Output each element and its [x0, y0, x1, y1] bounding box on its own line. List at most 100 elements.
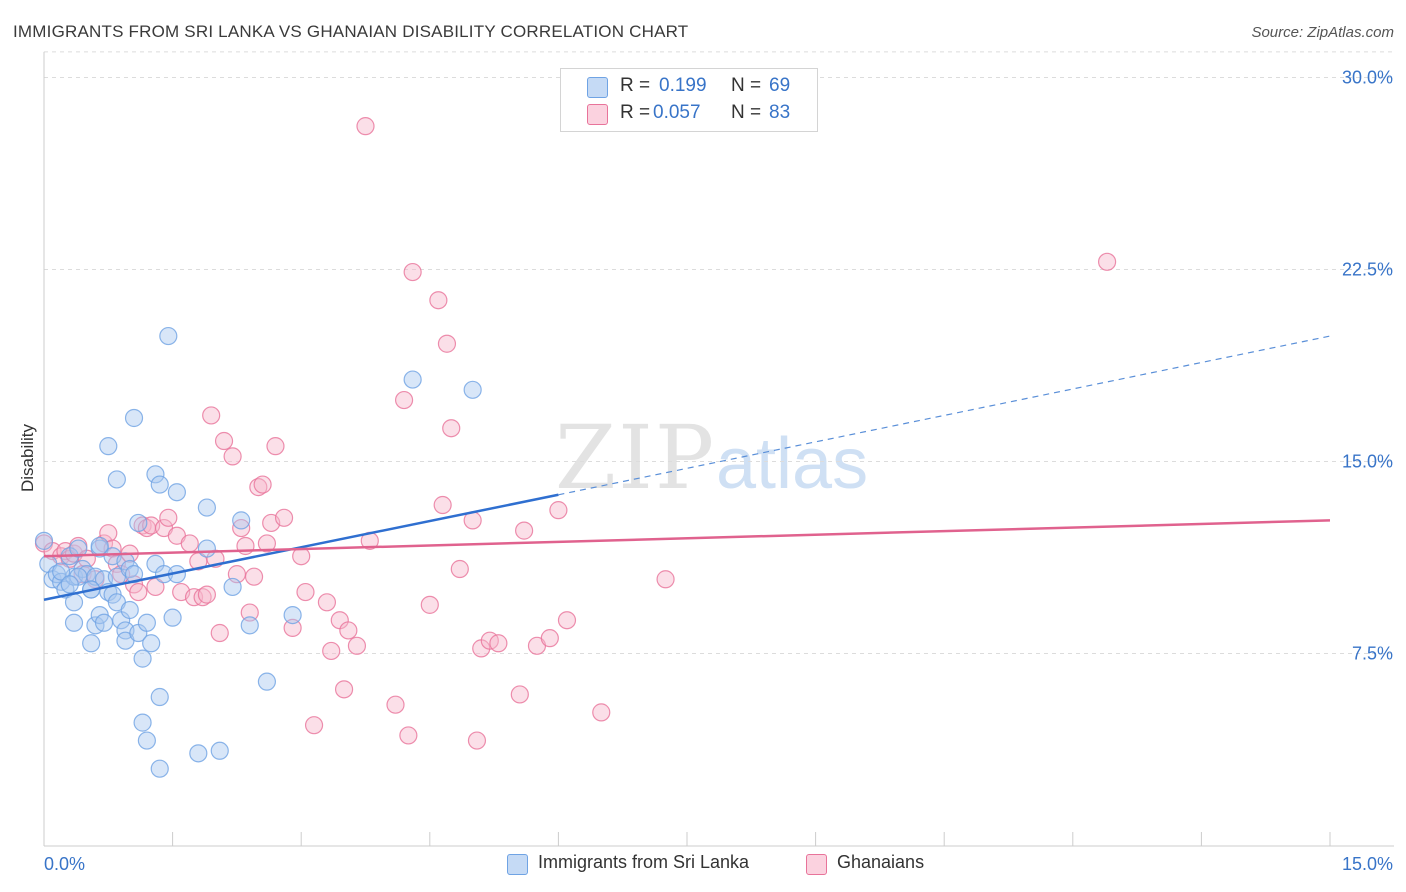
- ghanaians-point: [557, 611, 577, 630]
- legend-n-label: N =: [731, 75, 762, 96]
- source-label: Source: ZipAtlas.com: [1251, 24, 1394, 41]
- sri-lanka-point: [210, 741, 229, 760]
- ghanaians-point: [334, 680, 354, 699]
- ghanaians-point: [549, 501, 568, 520]
- sri-lanka-point: [240, 616, 259, 635]
- ghanaians-point: [253, 475, 272, 494]
- y-tick-label: 22.5%: [1342, 260, 1393, 280]
- sri-lanka-point: [189, 744, 208, 763]
- bottom-legend-label-ghanaians: Ghanaians: [837, 852, 925, 872]
- watermark-atlas: atlas: [716, 424, 868, 504]
- ghanaians-point: [257, 534, 277, 553]
- ghanaians-point: [322, 641, 341, 661]
- ghanaians-point: [240, 603, 259, 622]
- ghanaians-point: [399, 726, 418, 745]
- sri-lanka-point: [64, 613, 84, 632]
- legend-swatch-sri-lanka: [587, 77, 608, 98]
- sri-lanka-trend-line: [43, 493, 559, 601]
- legend-n-label: N =: [731, 102, 762, 123]
- sri-lanka-point: [142, 634, 161, 653]
- sri-lanka-point: [223, 577, 242, 597]
- sri-lanka-point: [52, 562, 71, 581]
- bottom-legend-label-sri-lanka: Immigrants from Sri Lanka: [538, 852, 750, 872]
- ghanaians-point: [244, 567, 264, 586]
- y-tick-label: 7.5%: [1352, 644, 1393, 664]
- bottom-legend-swatch-sri-lanka: [507, 854, 528, 875]
- ghanaians-point: [515, 521, 534, 540]
- sri-lanka-point: [124, 408, 144, 428]
- ghanaians-point: [450, 559, 469, 579]
- sri-lanka-point: [90, 536, 109, 556]
- ghanaians-point: [510, 685, 529, 704]
- ghanaians-point: [433, 495, 452, 515]
- ghanaians-point: [197, 585, 216, 604]
- ghanaians-point: [540, 629, 559, 648]
- ghanaians-point: [403, 262, 422, 282]
- sri-lanka-point: [159, 326, 178, 346]
- ghanaians-point: [339, 621, 358, 640]
- sri-lanka-point: [146, 465, 165, 484]
- ghanaians-point: [347, 636, 367, 655]
- ghanaians-point: [129, 582, 148, 602]
- ghanaians-point: [223, 447, 242, 466]
- sri-lanka-point: [120, 600, 139, 620]
- sri-lanka-point: [133, 713, 152, 732]
- sri-lanka-point: [197, 539, 216, 558]
- chart-title: IMMIGRANTS FROM SRI LANKA VS GHANAIAN DI…: [13, 22, 689, 41]
- ghanaians-point: [386, 695, 405, 714]
- series-sri-lanka: [34, 326, 482, 778]
- legend-n-value-ghanaians: 83: [769, 102, 791, 123]
- legend-n-value-sri-lanka: 69: [769, 75, 791, 96]
- sri-lanka-point: [60, 575, 79, 594]
- sri-lanka-point: [232, 511, 251, 530]
- legend-r-value-sri-lanka: 0.199: [659, 75, 707, 96]
- sri-lanka-point: [283, 605, 302, 625]
- sri-lanka-point: [463, 380, 482, 399]
- ghanaians-point: [394, 390, 414, 410]
- sri-lanka-point: [107, 470, 126, 489]
- sri-lanka-point: [197, 498, 216, 517]
- x-tick-label: 15.0%: [1342, 854, 1393, 874]
- y-tick-label: 30.0%: [1342, 68, 1393, 88]
- sri-lanka-point: [99, 437, 118, 456]
- ghanaians-point: [656, 570, 675, 589]
- ghanaians-point: [489, 634, 508, 653]
- sri-lanka-point: [64, 593, 84, 612]
- x-tick-label: 0.0%: [44, 854, 85, 874]
- legend-swatch-ghanaians: [587, 104, 608, 125]
- ghanaians-point: [159, 508, 178, 527]
- ghanaians-point: [317, 593, 337, 612]
- correlation-legend: R = 0.199 N = 69 R = 0.057 N = 83: [560, 68, 818, 132]
- sri-lanka-point: [137, 731, 156, 750]
- ghanaians-point: [283, 618, 302, 638]
- ghanaians-point: [232, 518, 251, 538]
- ghanaians-trend-line: [43, 519, 1331, 558]
- sri-lanka-point: [133, 649, 152, 668]
- bottom-legend-swatch-ghanaians: [806, 854, 827, 875]
- sri-lanka-point: [150, 759, 169, 778]
- ghanaians-point: [202, 406, 221, 425]
- ghanaians-point: [1097, 252, 1117, 271]
- ghanaians-point: [467, 731, 487, 750]
- y-tick-label: 15.0%: [1342, 452, 1393, 472]
- sri-lanka-point: [69, 539, 88, 558]
- sri-lanka-point: [150, 475, 169, 494]
- ghanaians-point: [210, 623, 229, 643]
- ghanaians-point: [266, 437, 285, 456]
- ghanaians-point: [180, 534, 199, 553]
- legend-r-value-ghanaians: 0.057: [653, 102, 701, 123]
- ghanaians-point: [420, 595, 439, 614]
- ghanaians-point: [442, 419, 461, 438]
- sri-lanka-point: [403, 370, 422, 389]
- sri-lanka-point: [129, 513, 148, 533]
- watermark-zip: ZIP: [555, 406, 716, 509]
- sri-lanka-point: [257, 672, 277, 691]
- ghanaians-point: [304, 716, 324, 735]
- sri-lanka-point: [94, 613, 114, 632]
- sri-lanka-point: [167, 483, 186, 502]
- y-axis-title: Disability: [18, 423, 37, 492]
- legend-r-label: R =: [620, 75, 651, 96]
- sri-lanka-point: [150, 687, 169, 707]
- sri-lanka-point: [163, 608, 182, 627]
